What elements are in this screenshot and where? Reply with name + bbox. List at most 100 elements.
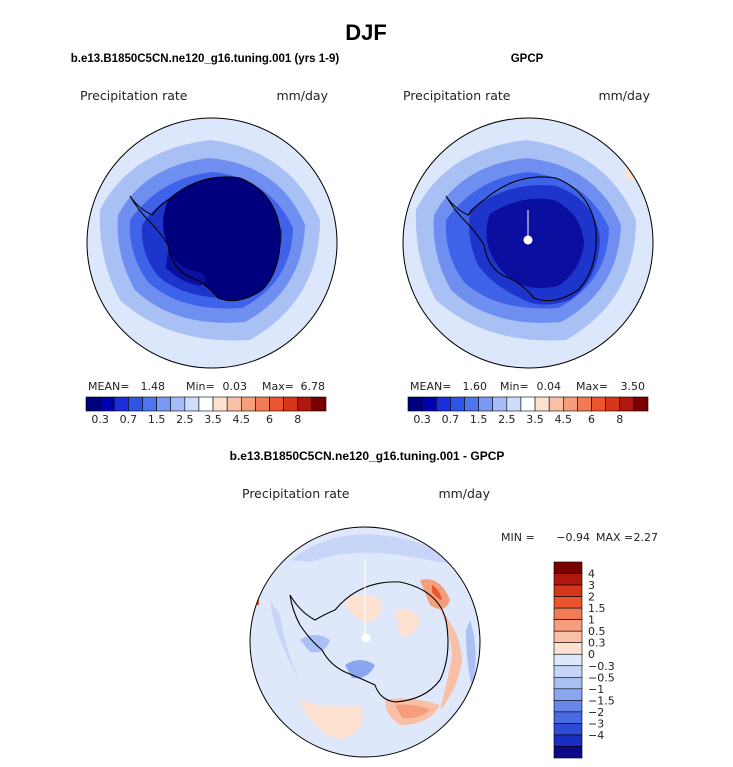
gpcp-colorbar-tick-label: 0.7 <box>442 413 460 426</box>
diff-colorbar-swatch <box>553 700 583 713</box>
diff-colorbar-tick-label: 3 <box>588 579 595 592</box>
diff-coastline <box>289 581 449 703</box>
gpcp-colorbar-swatch <box>605 396 621 412</box>
model-colorbar-tick-label: 2.5 <box>176 413 194 426</box>
model-variable-label: Precipitation rate <box>80 88 188 103</box>
model-colorbar-tick-label: 8 <box>294 413 301 426</box>
gpcp-min-value: 0.04 <box>537 380 562 393</box>
diff-min-value: −0.94 <box>556 531 590 544</box>
diff-colorbar-swatch <box>553 676 583 690</box>
model-colorbar-swatch <box>198 396 214 412</box>
model-colorbar-swatch <box>311 396 327 412</box>
diff-max-label: MAX = <box>596 531 633 544</box>
gpcp-title: GPCP <box>511 53 544 65</box>
gpcp-colorbar-swatch <box>407 396 423 412</box>
model-colorbar-swatch <box>226 396 242 412</box>
model-min-label: Min= <box>186 380 215 393</box>
gpcp-colorbar-tick-label: 2.5 <box>498 413 516 426</box>
model-colorbar-swatch <box>255 396 270 412</box>
gpcp-colorbar-swatch <box>619 396 635 412</box>
diff-colorbar-swatch <box>553 596 583 609</box>
model-colorbar-tick-label: 0.3 <box>91 413 109 426</box>
gpcp-colorbar-swatch <box>633 396 649 412</box>
model-coastline <box>129 176 281 302</box>
model-title: b.e13.B1850C5CN.ne120_g16.tuning.001 (yr… <box>71 53 340 65</box>
panel-model: b.e13.B1850C5CN.ne120_g16.tuning.001 (yr… <box>71 53 340 426</box>
model-colorbar-swatch <box>170 396 186 412</box>
gpcp-stats: MEAN= 1.60 Min= 0.04 Max= 3.50 <box>410 380 645 393</box>
gpcp-colorbar-swatch <box>464 396 479 412</box>
diff-colorbar-swatch <box>553 630 583 644</box>
model-colorbar-swatch <box>212 396 228 412</box>
diff-pole-hole <box>361 633 371 643</box>
diff-colorbar-tick-label: −1.5 <box>588 694 615 707</box>
diff-colorbar-swatch <box>553 653 583 667</box>
season-title: DJF <box>345 20 387 45</box>
model-max-value: 6.78 <box>301 380 326 393</box>
diff-colorbar-tick-label: 2 <box>588 591 595 604</box>
diff-colorbar-tick-label: 1.5 <box>588 602 606 615</box>
diff-colorbar-tick-label: 0.5 <box>588 625 606 638</box>
gpcp-max-value: 3.50 <box>621 380 646 393</box>
model-colorbar-swatch <box>269 396 284 412</box>
gpcp-colorbar-swatch <box>478 396 494 412</box>
gpcp-colorbar-tick-label: 3.5 <box>526 413 544 426</box>
diff-variable-label: Precipitation rate <box>242 486 350 501</box>
model-colorbar-tick-label: 3.5 <box>204 413 222 426</box>
diff-colorbar-swatch <box>553 573 583 586</box>
model-colorbar-swatch <box>99 396 115 412</box>
panel-difference: b.e13.B1850C5CN.ne120_g16.tuning.001 - G… <box>230 449 658 759</box>
diff-stats: MIN = −0.94 MAX = 2.27 <box>501 531 658 544</box>
gpcp-colorbar-swatch <box>534 396 550 412</box>
diff-colorbar-tick-label: −4 <box>588 729 604 742</box>
diff-colorbar-swatch <box>553 619 583 632</box>
diff-colorbar-tick-label: −0.3 <box>588 660 615 673</box>
model-colorbar-swatch <box>128 396 143 412</box>
gpcp-map <box>403 118 653 368</box>
gpcp-map-border <box>402 117 654 369</box>
gpcp-colorbar-tick-label: 6 <box>588 413 595 426</box>
gpcp-colorbar-tick-label: 8 <box>616 413 623 426</box>
diff-colorbar-swatch <box>553 746 583 759</box>
diff-max-value: 2.27 <box>634 531 659 544</box>
model-colorbar-swatch <box>283 396 299 412</box>
gpcp-colorbar-swatch <box>577 396 592 412</box>
gpcp-coastline <box>445 176 597 302</box>
gpcp-colorbar: 0.3 0.7 1.5 2.5 3.5 4.5 6 8 <box>407 396 649 426</box>
diff-colorbar-tick-label: 0 <box>588 648 595 661</box>
gpcp-units-label: mm/day <box>598 88 650 103</box>
diff-colorbar-tick-label: −2 <box>588 706 604 719</box>
gpcp-min-label: Min= <box>500 380 529 393</box>
model-colorbar-swatch <box>142 396 157 412</box>
diff-colorbar-tick-label: −1 <box>588 683 604 696</box>
gpcp-max-label: Max= <box>576 380 608 393</box>
gpcp-colorbar-swatch <box>506 396 522 412</box>
gpcp-mean-label: MEAN= <box>410 380 451 393</box>
gpcp-colorbar-swatch <box>520 396 536 412</box>
diff-colorbar-swatch <box>553 584 583 597</box>
gpcp-colorbar-swatch <box>421 396 437 412</box>
gpcp-variable-label: Precipitation rate <box>403 88 511 103</box>
model-colorbar-swatch <box>113 396 129 412</box>
model-min-value: 0.03 <box>223 380 248 393</box>
gpcp-colorbar-swatch <box>562 396 578 412</box>
diff-colorbar-swatch <box>553 723 583 736</box>
diff-colorbar-swatch <box>553 642 583 655</box>
model-mean-value: 1.48 <box>141 380 166 393</box>
diff-min-label: MIN = <box>501 531 535 544</box>
gpcp-colorbar-swatch <box>548 396 564 412</box>
model-colorbar-tick-label: 4.5 <box>233 413 251 426</box>
model-stats: MEAN= 1.48 Min= 0.03 Max= 6.78 <box>88 380 325 393</box>
model-colorbar-swatch <box>184 396 200 412</box>
gpcp-colorbar-tick-label: 1.5 <box>470 413 488 426</box>
diff-colorbar-tick-label: −0.5 <box>588 671 615 684</box>
model-colorbar-tick-label: 1.5 <box>148 413 166 426</box>
gpcp-colorbar-tick-label: 4.5 <box>555 413 573 426</box>
model-colorbar-tick-label: 6 <box>266 413 273 426</box>
gpcp-colorbar-swatch <box>450 396 465 412</box>
gpcp-mean-value: 1.60 <box>463 380 488 393</box>
model-colorbar-swatch <box>297 396 313 412</box>
model-colorbar: 0.3 0.7 1.5 2.5 3.5 4.5 6 8 <box>85 396 327 426</box>
